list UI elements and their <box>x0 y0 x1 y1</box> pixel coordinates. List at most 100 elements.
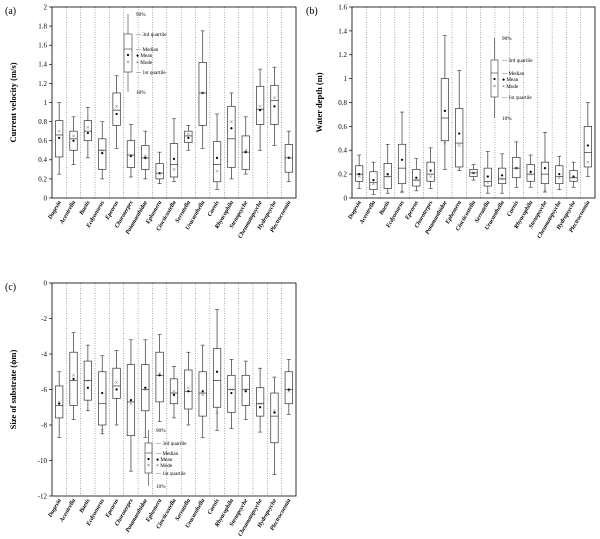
legend-q90: 90% <box>502 36 512 42</box>
box-acentrella <box>369 161 378 195</box>
legend-mode <box>147 463 150 467</box>
iqr-box <box>583 126 592 168</box>
iqr-box <box>256 85 265 125</box>
iqr-box <box>397 143 407 185</box>
box-serratella <box>184 351 193 426</box>
mean-marker <box>230 127 233 130</box>
iqr-box <box>112 92 121 126</box>
mean-marker <box>230 391 233 395</box>
iqr-box <box>284 371 293 405</box>
mean-marker <box>358 173 361 176</box>
mode-marker <box>457 143 461 147</box>
box-choroterpes <box>126 124 136 178</box>
box-acentrella <box>69 332 78 420</box>
legend-mean: ● Mean <box>156 457 173 463</box>
box-epeorus <box>112 350 121 426</box>
mode-marker <box>129 153 133 157</box>
legend-q90: 90% <box>156 428 166 434</box>
mode-marker <box>258 104 262 108</box>
y-axis-label: Size of substrate (ϕm) <box>8 350 18 430</box>
mode-marker <box>57 129 61 133</box>
mode-marker <box>472 171 475 175</box>
mode-marker <box>371 182 375 186</box>
mean-marker <box>259 406 262 409</box>
y-tick-label: 0.8 <box>338 99 347 107</box>
y-tick-label: 0.2 <box>38 175 47 183</box>
mean-marker <box>58 136 61 139</box>
legend-box <box>123 33 133 73</box>
panel-label: (b) <box>306 6 318 17</box>
legend-q10: 10% <box>156 484 166 490</box>
mean-marker <box>172 157 176 160</box>
mean-marker <box>72 377 75 380</box>
y-tick-label: 1.6 <box>38 42 47 50</box>
box-ephemera <box>155 151 164 184</box>
mean-marker <box>529 170 532 173</box>
iqr-box <box>212 348 222 408</box>
mode-marker <box>186 132 190 136</box>
mean-marker <box>101 391 104 395</box>
box-epeorus <box>412 158 421 192</box>
box-cheumatopsyche <box>555 155 564 190</box>
mean-marker <box>101 152 104 155</box>
legend-mode: × Mode <box>156 463 173 469</box>
legend-q3: — 3rd quartile <box>135 32 167 38</box>
legend-q1: — 1st quartile <box>135 70 166 76</box>
iqr-box <box>212 141 222 183</box>
mode-marker <box>86 379 90 383</box>
y-tick-label: 0.4 <box>338 147 347 155</box>
category-label: Baetis <box>78 199 92 217</box>
y-tick-label: 1.6 <box>338 3 347 11</box>
legend-mean <box>147 457 150 461</box>
box-cincticostella <box>469 164 478 181</box>
iqr-box <box>126 140 136 168</box>
mode-marker <box>429 175 433 178</box>
mode-marker <box>244 148 248 152</box>
box-dugesia <box>55 102 64 175</box>
box-cheumatopsyche <box>256 367 265 433</box>
mode-marker <box>287 389 291 393</box>
mode-marker <box>215 169 219 173</box>
mode-marker <box>443 141 447 145</box>
box-caenis <box>512 141 521 188</box>
mean-marker <box>415 176 418 179</box>
legend-mode: × Mode <box>502 84 519 90</box>
mean-marker <box>273 105 276 108</box>
legend-mode: × Mode <box>136 60 153 66</box>
mode-marker <box>529 172 533 176</box>
mean-marker <box>400 158 404 161</box>
category-label: Baetis <box>378 199 392 217</box>
box-serratella <box>483 151 492 194</box>
mean-marker <box>115 112 118 116</box>
box-ecdyonurus <box>397 111 407 194</box>
mode-marker <box>244 388 248 391</box>
legend-median: — Median <box>135 47 159 53</box>
iqr-box <box>155 351 164 403</box>
mode-marker <box>129 402 133 406</box>
iqr-box <box>184 369 193 410</box>
y-tick-label: 2 <box>44 3 48 11</box>
mean-marker <box>500 174 504 177</box>
mode-marker <box>143 388 147 391</box>
box-hydropsyche <box>270 66 279 146</box>
y-tick-label: 0.2 <box>338 171 347 179</box>
panel-2: 0 0.2 0.4 0.6 0.8 1 1.2 1.4 1.6 Water depth (m) (b… <box>306 3 596 240</box>
mode-marker <box>287 155 291 159</box>
box-potamanthidae <box>440 35 449 170</box>
box-rhyacophila <box>227 359 236 429</box>
box-uracanthella <box>198 30 207 149</box>
box-potamanthidae <box>141 130 150 180</box>
mode-marker <box>543 189 547 193</box>
mode-marker <box>586 160 590 164</box>
legend-q10: 10% <box>502 116 512 122</box>
mode-marker <box>557 176 561 180</box>
mean-marker <box>244 151 247 154</box>
mean-marker <box>273 411 276 414</box>
box-stenopsyche <box>540 132 550 193</box>
iqr-box <box>83 120 92 142</box>
box-caenis <box>212 309 222 431</box>
iqr-box <box>155 163 164 180</box>
mode-marker <box>400 190 404 194</box>
y-tick-label: 0.4 <box>38 156 47 164</box>
box-dugesia <box>355 154 364 189</box>
